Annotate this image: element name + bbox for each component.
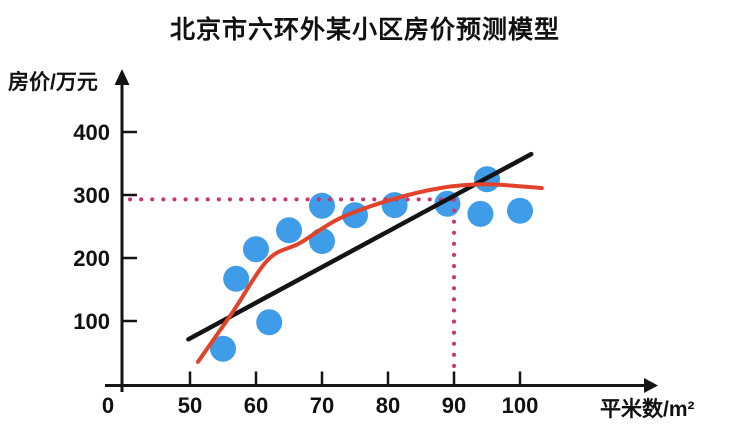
x-tick-label: 100: [502, 393, 539, 418]
linear-fit-line: [186, 151, 534, 342]
y-axis-label: 房价/万元: [8, 71, 98, 94]
scatter-point: [256, 309, 283, 336]
chart-title: 北京市六环外某小区房价预测模型: [169, 16, 560, 44]
scatter-point: [467, 200, 494, 227]
x-axis-arrow: [644, 378, 658, 393]
y-tick-label: 200: [73, 246, 110, 271]
y-axis-arrow: [114, 69, 130, 85]
scatter-point: [309, 192, 335, 219]
scatter-point: [210, 335, 236, 362]
x-tick-label: 60: [244, 393, 268, 418]
scatter-point: [243, 236, 269, 263]
x-tick-label: 80: [376, 393, 400, 418]
scatter-point: [276, 217, 302, 244]
y-tick-label: 300: [73, 183, 110, 208]
x-tick-label: 70: [310, 393, 334, 418]
x-tick-label: 0: [102, 393, 114, 418]
x-tick-label: 50: [178, 393, 202, 418]
scatter-point: [223, 265, 250, 292]
y-tick-label: 400: [73, 120, 110, 145]
x-tick-label: 90: [442, 393, 466, 418]
curve-fit-line: [195, 182, 544, 364]
y-tick-label: 100: [73, 309, 110, 334]
scatter-point: [507, 197, 533, 224]
x-axis-label: 平米数/m²: [600, 398, 695, 421]
scatter-point: [309, 228, 335, 254]
